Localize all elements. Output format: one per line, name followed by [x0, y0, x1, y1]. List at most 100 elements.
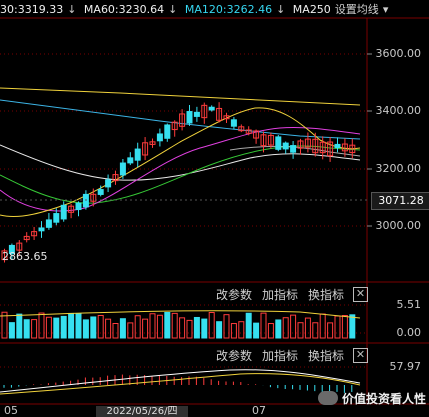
candle-body — [304, 138, 311, 148]
add-indicator-button[interactable]: 加指标 — [262, 349, 299, 363]
volume-bar — [267, 323, 274, 339]
candle-body — [112, 174, 119, 182]
ma60-value: MA60:3230.64 — [83, 3, 165, 16]
price-tick: 3000.00 — [375, 219, 422, 232]
down-arrow-icon: ↓ — [168, 3, 178, 16]
volume-bar — [253, 322, 260, 339]
candle-body — [312, 138, 319, 154]
price-tick: 3400.00 — [375, 104, 422, 117]
down-arrow-icon: ↓ — [276, 3, 286, 16]
wechat-logo-icon — [318, 391, 338, 405]
indicator-panel-toolbar: 改参数 加指标 换指标 — [216, 347, 354, 364]
volume-bar — [60, 315, 67, 339]
candle-body — [149, 141, 156, 145]
volume-bar — [312, 322, 319, 339]
volume-bar — [193, 316, 200, 339]
candle-body — [8, 244, 15, 255]
volume-bar — [82, 319, 89, 339]
switch-indicator-button[interactable]: 换指标 — [308, 349, 345, 363]
candle-body — [23, 235, 30, 241]
volume-bar — [53, 317, 60, 339]
ma60-line — [0, 144, 361, 181]
candle-body — [297, 140, 304, 149]
watermark: 价值投资看人性 — [318, 388, 426, 408]
volume-bar — [156, 314, 163, 339]
x-axis-label: 05 — [4, 404, 18, 417]
candle-body — [97, 189, 104, 195]
candle-body — [275, 136, 282, 150]
indicator-tick-top: 57.97 — [389, 360, 422, 373]
candle-body — [119, 162, 126, 176]
chevron-down-icon[interactable]: ▾ — [382, 3, 389, 16]
volume-bar — [334, 315, 341, 339]
candle-body — [127, 157, 134, 164]
volume-bar — [38, 312, 45, 339]
candle-body — [1, 250, 8, 261]
candle-body — [16, 242, 23, 251]
period-low-label: 2863.65 — [2, 250, 48, 263]
candle-body — [267, 134, 274, 146]
candle-body — [290, 145, 297, 153]
volume-bar — [45, 316, 52, 339]
volume-bar — [223, 314, 230, 339]
volume-bar — [260, 312, 267, 339]
volume-bar — [290, 314, 297, 339]
volume-bar — [341, 315, 348, 339]
candle-body — [253, 130, 260, 139]
candle-body — [341, 143, 348, 152]
candle-body — [179, 113, 186, 127]
candle-body — [230, 119, 237, 127]
ma-settings-button[interactable]: 设置均线 — [334, 3, 379, 16]
candle-body — [260, 134, 267, 147]
watermark-text: 价值投资看人性 — [342, 391, 427, 406]
volume-bar — [282, 317, 289, 339]
crosshair-date-label: 2022/05/26/四 — [96, 406, 188, 417]
volume-bar — [275, 319, 282, 339]
candle-body — [60, 204, 67, 220]
volume-bar — [230, 323, 237, 339]
volume-bar — [208, 312, 215, 339]
ma30-value: 30:3319.33 — [0, 3, 64, 16]
volume-panel-toolbar: 改参数 加指标 换指标 — [216, 286, 354, 303]
add-indicator-button[interactable]: 加指标 — [262, 288, 299, 302]
volume-bar — [179, 317, 186, 339]
candle-body — [171, 121, 178, 131]
switch-indicator-button[interactable]: 换指标 — [308, 288, 345, 302]
change-params-button[interactable]: 改参数 — [216, 349, 253, 363]
candle-body — [245, 129, 252, 134]
candle-body — [142, 142, 149, 156]
volume-bar — [127, 322, 134, 339]
ma120-value: MA120:3262.46 — [184, 3, 273, 16]
candle-body — [90, 193, 97, 202]
close-icon[interactable]: ✕ — [353, 348, 368, 363]
ma250-line — [0, 87, 361, 106]
candle-body — [186, 111, 193, 124]
volume-bar — [97, 314, 104, 339]
volume-bar — [31, 319, 38, 339]
candle-body — [31, 231, 38, 237]
volume-bar — [297, 322, 304, 339]
volume-bar — [75, 313, 82, 339]
candle-body — [238, 126, 245, 132]
down-arrow-icon: ↓ — [67, 3, 77, 16]
candle-body — [223, 115, 230, 120]
x-axis-label: 07 — [252, 404, 266, 417]
candle-body — [208, 106, 215, 111]
candle-body — [164, 124, 171, 139]
volume-bar — [23, 319, 30, 339]
price-tick: 3600.00 — [375, 47, 422, 60]
candle-body — [349, 144, 356, 154]
volume-bar — [164, 311, 171, 339]
volume-bar — [349, 314, 356, 339]
volume-bar — [112, 323, 119, 339]
close-icon[interactable]: ✕ — [353, 287, 368, 302]
volume-bar — [245, 312, 252, 339]
candle-body — [282, 142, 289, 150]
volume-bar — [186, 319, 193, 339]
ma250-label: MA250 — [292, 3, 331, 16]
change-params-button[interactable]: 改参数 — [216, 288, 253, 302]
candle-body — [216, 107, 223, 121]
volume-bar — [216, 321, 223, 339]
ma-legend: 30:3319.33 ↓ MA60:3230.64 ↓ MA120:3262.46 ↓… — [0, 1, 392, 17]
